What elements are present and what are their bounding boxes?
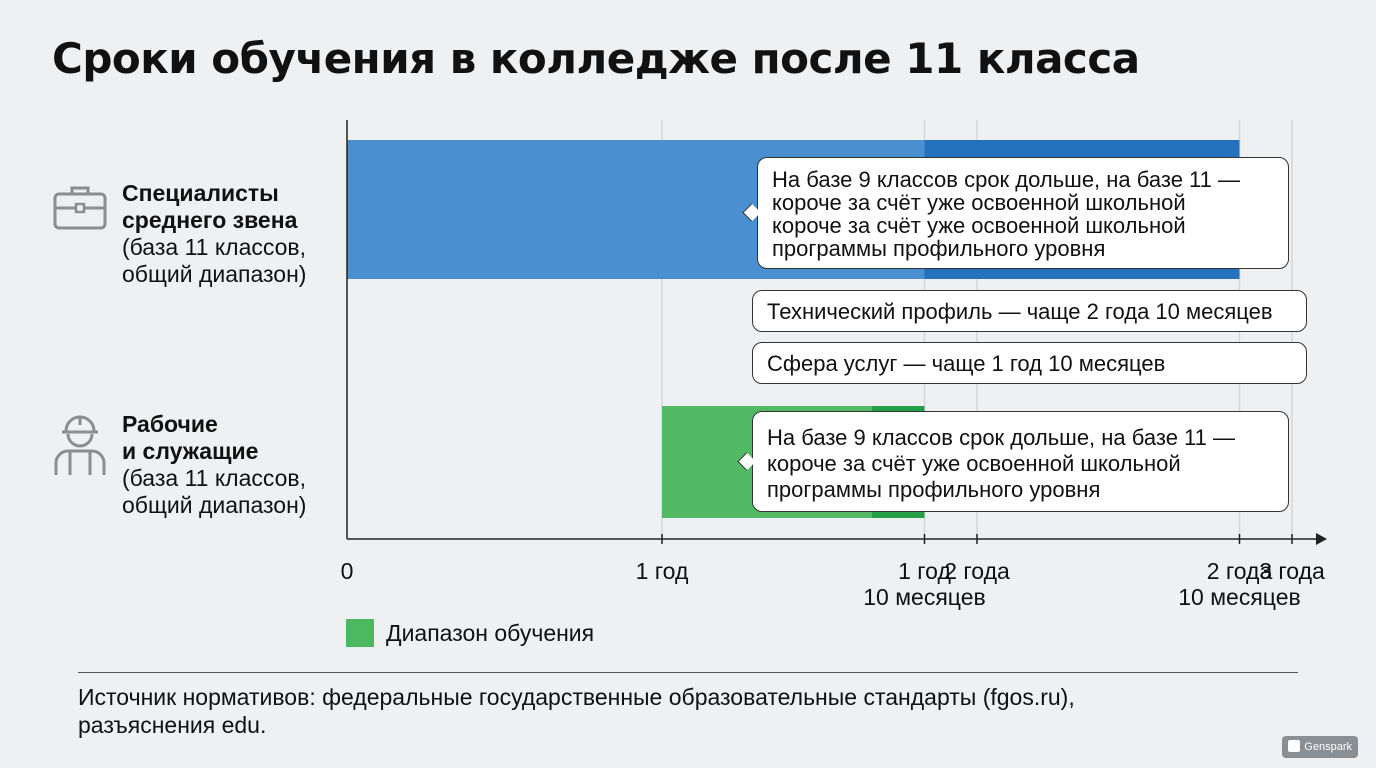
callout-technical-profile: Технический профиль — чаще 2 года 10 мес…	[752, 290, 1307, 332]
x-axis-arrow	[1316, 533, 1327, 545]
x-tick-label-line: 0	[340, 558, 354, 584]
callout-workers-note: На базе 9 классов срок дольше, на базе 1…	[752, 411, 1289, 512]
x-tick-label: 1 год	[636, 558, 689, 584]
x-tick-label-line: 3 года	[1259, 558, 1325, 584]
briefcase-icon	[52, 180, 108, 236]
x-tick-label: 2 года 10 месяцев	[1178, 558, 1300, 610]
category-sub-line: общий диапазон)	[122, 492, 307, 518]
source-line: Источник нормативов: федеральные государ…	[78, 684, 1075, 710]
source-line: разъяснения edu.	[78, 712, 267, 738]
x-tick-label-line: 10 месяцев	[1178, 584, 1301, 610]
callout-line: На базе 9 классов срок дольше, на базе 1…	[772, 167, 1241, 192]
category-sub-line: (база 11 классов,	[122, 234, 307, 260]
x-tick-label-line: 10 месяцев	[863, 584, 986, 610]
x-tick-label: 2 года	[944, 558, 1010, 584]
watermark-icon	[1288, 740, 1301, 752]
callout-line: короче за счёт уже освоенной школьной	[772, 190, 1186, 215]
x-tick-label-line: 1 год	[898, 558, 951, 584]
watermark-text: Genspark	[1304, 741, 1352, 753]
category-sub-line: общий диапазон)	[122, 261, 307, 287]
worker-icon	[52, 411, 108, 475]
callout-line: программы профильного уровня	[772, 236, 1106, 261]
legend-label: Диапазон обучения	[386, 619, 595, 646]
legend: Диапазон обучения	[346, 619, 594, 647]
chart-title: Сроки обучения в колледже после 11 класс…	[52, 34, 1140, 83]
x-tick-label-line: 2 года	[944, 558, 1010, 584]
callout-line: программы профильного уровня	[767, 477, 1101, 502]
callout-specialists-note: На базе 9 классов срок дольше, на базе 1…	[757, 157, 1289, 269]
legend-swatch	[346, 619, 374, 647]
category-sub-line: (база 11 классов,	[122, 465, 307, 491]
divider	[78, 672, 1298, 673]
callout-line: На базе 9 классов срок дольше, на базе 1…	[767, 425, 1236, 450]
category-name-line: среднего звена	[122, 207, 298, 233]
category-name-line: Специалисты	[122, 180, 279, 206]
source-note: Источник нормативов: федеральные государ…	[78, 683, 1258, 739]
x-tick-label: 1 год 10 месяцев	[863, 558, 985, 610]
category-name-line: Рабочие	[122, 411, 218, 437]
watermark-badge: Genspark	[1282, 736, 1358, 758]
callout-line: короче за счёт уже освоенной школьной	[772, 213, 1186, 238]
x-tick-label-line: 1 год	[635, 558, 689, 584]
category-name-line: и служащие	[122, 438, 259, 464]
callout-line: Сфера услуг — чаще 1 год 10 месяцев	[767, 351, 1166, 376]
callout-line: короче за счёт уже освоенной школьной	[767, 451, 1181, 476]
x-tick-label: 3 года	[1259, 558, 1325, 584]
callout-line: Технический профиль — чаще 2 года 10 мес…	[767, 299, 1273, 324]
x-tick-label-line: 2 года	[1206, 558, 1273, 584]
x-tick-label: 0	[341, 558, 354, 584]
callout-services: Сфера услуг — чаще 1 год 10 месяцев	[752, 342, 1307, 384]
